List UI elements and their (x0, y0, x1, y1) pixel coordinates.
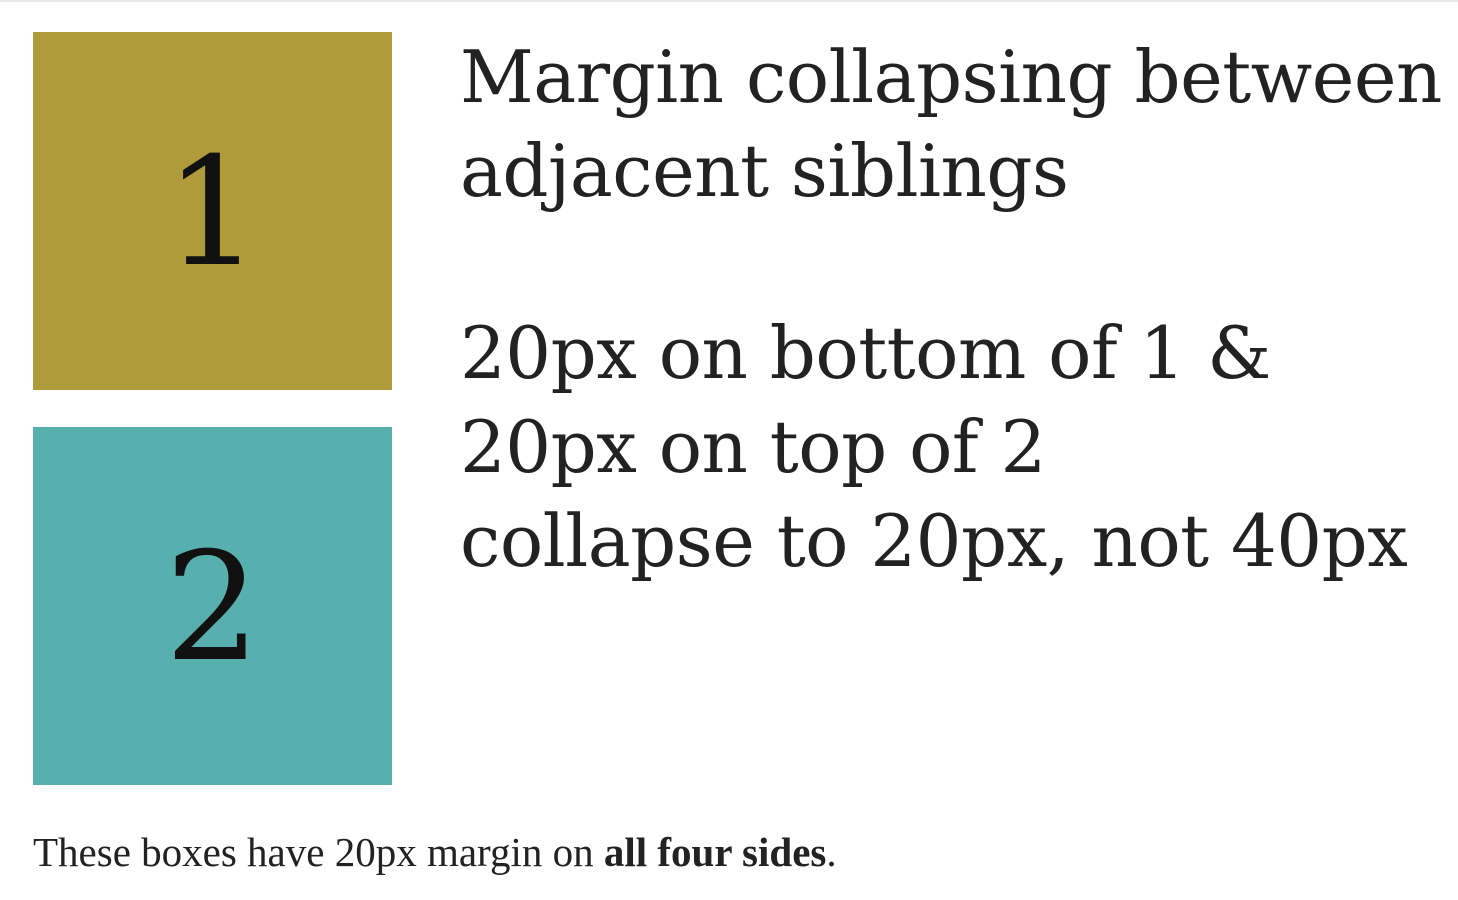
caption-prefix: These boxes have 20px margin on (33, 829, 604, 875)
caption-suffix: . (826, 829, 837, 875)
box-2: 2 (33, 427, 392, 785)
page-heading: Margin collapsing between adjacent sibli… (460, 35, 1442, 213)
explanation-line-1: 20px on bottom of 1 & (460, 311, 1271, 395)
box-2-label: 2 (164, 521, 261, 695)
explanation-line-2: 20px on top of 2 (460, 405, 1046, 489)
explanation-line-3: collapse to 20px, not 40px (460, 499, 1408, 583)
explanation-text: 20px on bottom of 1 & 20px on top of 2 c… (460, 306, 1450, 588)
box-1: 1 (33, 32, 392, 390)
box-1-label: 1 (164, 126, 261, 300)
caption: These boxes have 20px margin on all four… (33, 825, 837, 879)
caption-emphasis: all four sides (603, 829, 827, 875)
top-divider (0, 0, 1458, 2)
